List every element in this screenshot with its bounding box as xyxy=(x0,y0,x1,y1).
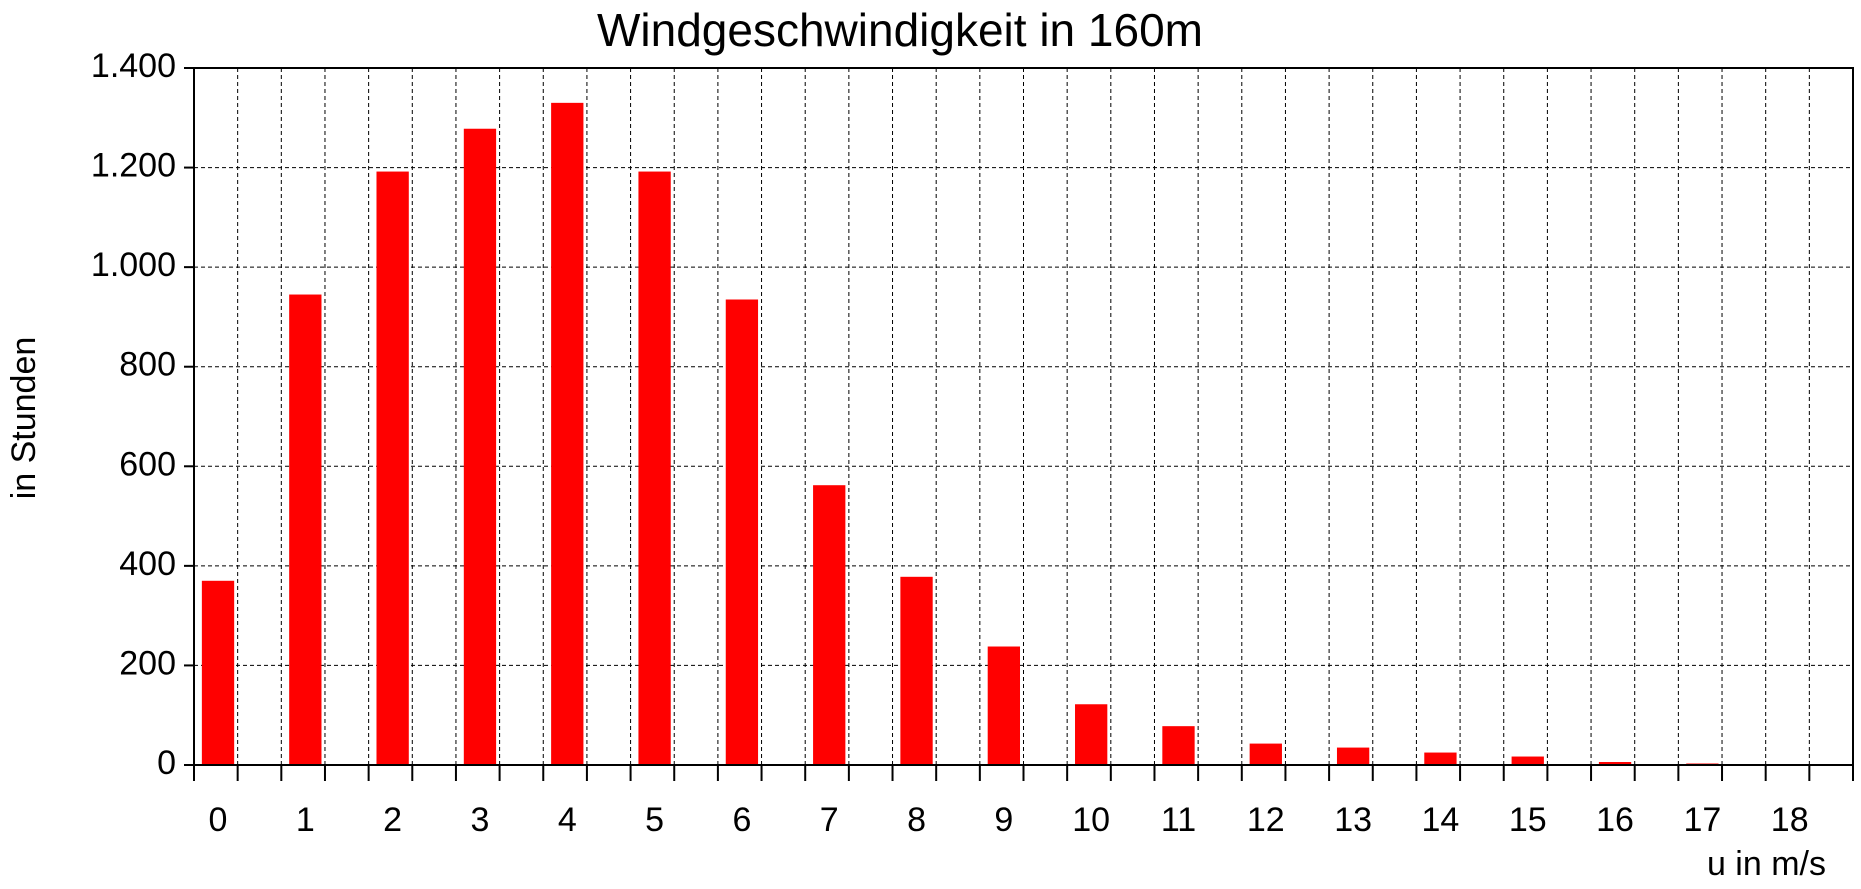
y-tick-label: 400 xyxy=(119,545,176,583)
y-tick-label: 600 xyxy=(119,445,176,483)
bar xyxy=(638,171,671,765)
bar xyxy=(1249,743,1282,765)
x-tick-label: 17 xyxy=(1683,801,1721,839)
bar xyxy=(289,294,322,765)
x-tick-label: 9 xyxy=(994,801,1013,839)
bar xyxy=(1075,704,1108,765)
x-tick-label: 16 xyxy=(1596,801,1634,839)
bar xyxy=(376,171,409,765)
y-tick-label: 200 xyxy=(119,644,176,682)
y-axis-label: in Stunden xyxy=(5,337,43,500)
x-tick-label: 3 xyxy=(470,801,489,839)
x-tick-label: 8 xyxy=(907,801,926,839)
x-tick-label: 2 xyxy=(383,801,402,839)
x-axis-label: u in m/s xyxy=(1707,845,1826,883)
x-tick-label: 15 xyxy=(1509,801,1547,839)
y-tick-label: 0 xyxy=(157,744,176,782)
bar xyxy=(463,128,497,765)
x-tick-label: 6 xyxy=(732,801,751,839)
bar xyxy=(900,576,933,765)
y-tick-label: 1.200 xyxy=(91,147,176,185)
x-tick-label: 11 xyxy=(1161,801,1196,839)
bar xyxy=(725,299,759,765)
x-tick-label: 7 xyxy=(820,801,839,839)
x-tick-label: 13 xyxy=(1334,801,1372,839)
x-tick-label: 18 xyxy=(1771,801,1809,839)
x-tick-label: 14 xyxy=(1422,801,1460,839)
bar xyxy=(551,102,584,766)
x-tick-label: 10 xyxy=(1072,801,1110,839)
y-tick-label: 1.000 xyxy=(91,246,176,284)
y-tick-label: 800 xyxy=(119,346,176,384)
bar xyxy=(1511,756,1544,765)
x-tick-label: 0 xyxy=(209,801,228,839)
x-tick-label: 5 xyxy=(645,801,664,839)
bar xyxy=(1162,726,1195,765)
x-tick-label: 4 xyxy=(558,801,577,839)
bar xyxy=(1336,747,1370,765)
y-tick-label: 1.400 xyxy=(91,47,176,85)
x-tick-label: 12 xyxy=(1247,801,1285,839)
plot-frame xyxy=(193,67,1854,766)
bar xyxy=(987,646,1021,765)
bar xyxy=(201,580,235,765)
bar xyxy=(813,485,846,765)
bar xyxy=(1598,762,1632,765)
bar xyxy=(1424,752,1457,765)
x-tick-label: 1 xyxy=(296,801,315,839)
chart-title: Windgeschwindigkeit in 160m xyxy=(597,4,1203,56)
